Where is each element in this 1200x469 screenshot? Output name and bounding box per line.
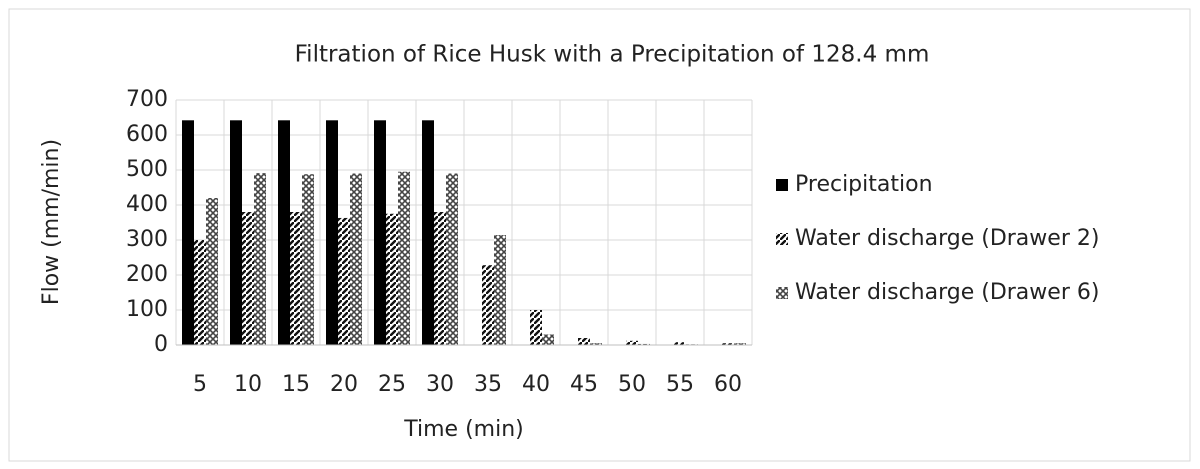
y-tick-label: 600 [126,122,168,147]
chart-title: Filtration of Rice Husk with a Precipita… [295,42,930,68]
y-tick-label: 0 [154,332,168,357]
x-tick-label: 45 [570,372,598,397]
bar [578,338,590,345]
y-tick-label: 300 [126,227,168,252]
x-tick-label: 50 [618,372,646,397]
bar [638,343,650,345]
legend-label: Water discharge (Drawer 2) [795,226,1099,251]
y-tick-label: 500 [126,157,168,182]
bar [542,334,554,345]
y-axis-title: Flow (mm/min) [39,139,64,305]
x-axis-title: Time (min) [403,417,524,442]
y-tick-label: 100 [126,297,168,322]
bar [254,173,266,345]
bar [194,240,206,345]
legend-swatch [776,233,788,245]
bar [734,343,746,345]
bar [278,120,290,345]
x-tick-label: 60 [714,372,742,397]
bar [206,198,218,345]
y-tick-label: 700 [126,87,168,112]
x-tick-label: 55 [666,372,694,397]
bar [398,171,410,345]
bar [242,212,254,345]
chart-border [8,8,1191,462]
legend-label: Precipitation [795,172,933,197]
legend-label: Water discharge (Drawer 6) [795,280,1099,305]
bar [302,174,314,345]
bar [182,120,194,345]
bar [422,120,434,345]
bar [290,212,302,345]
bar [230,120,242,345]
bar [350,173,362,345]
legend-swatch [776,287,788,299]
bar [482,265,494,345]
y-tick-label: 200 [126,262,168,287]
bar [722,343,734,345]
bar [386,213,398,345]
bar [590,343,602,345]
bar [326,120,338,345]
x-tick-label: 35 [474,372,502,397]
x-tick-label: 10 [234,372,262,397]
bar [338,217,350,345]
x-tick-label: 15 [282,372,310,397]
legend-swatch [776,179,788,191]
x-tick-label: 20 [330,372,358,397]
bar [434,212,446,345]
x-tick-label: 5 [193,372,207,397]
bar [374,120,386,345]
bar [626,340,638,345]
x-tick-label: 25 [378,372,406,397]
bar [494,235,506,345]
y-tick-label: 400 [126,192,168,217]
bar [446,173,458,345]
bar [530,310,542,345]
x-tick-label: 30 [426,372,454,397]
bar [674,342,686,345]
x-tick-label: 40 [522,372,550,397]
